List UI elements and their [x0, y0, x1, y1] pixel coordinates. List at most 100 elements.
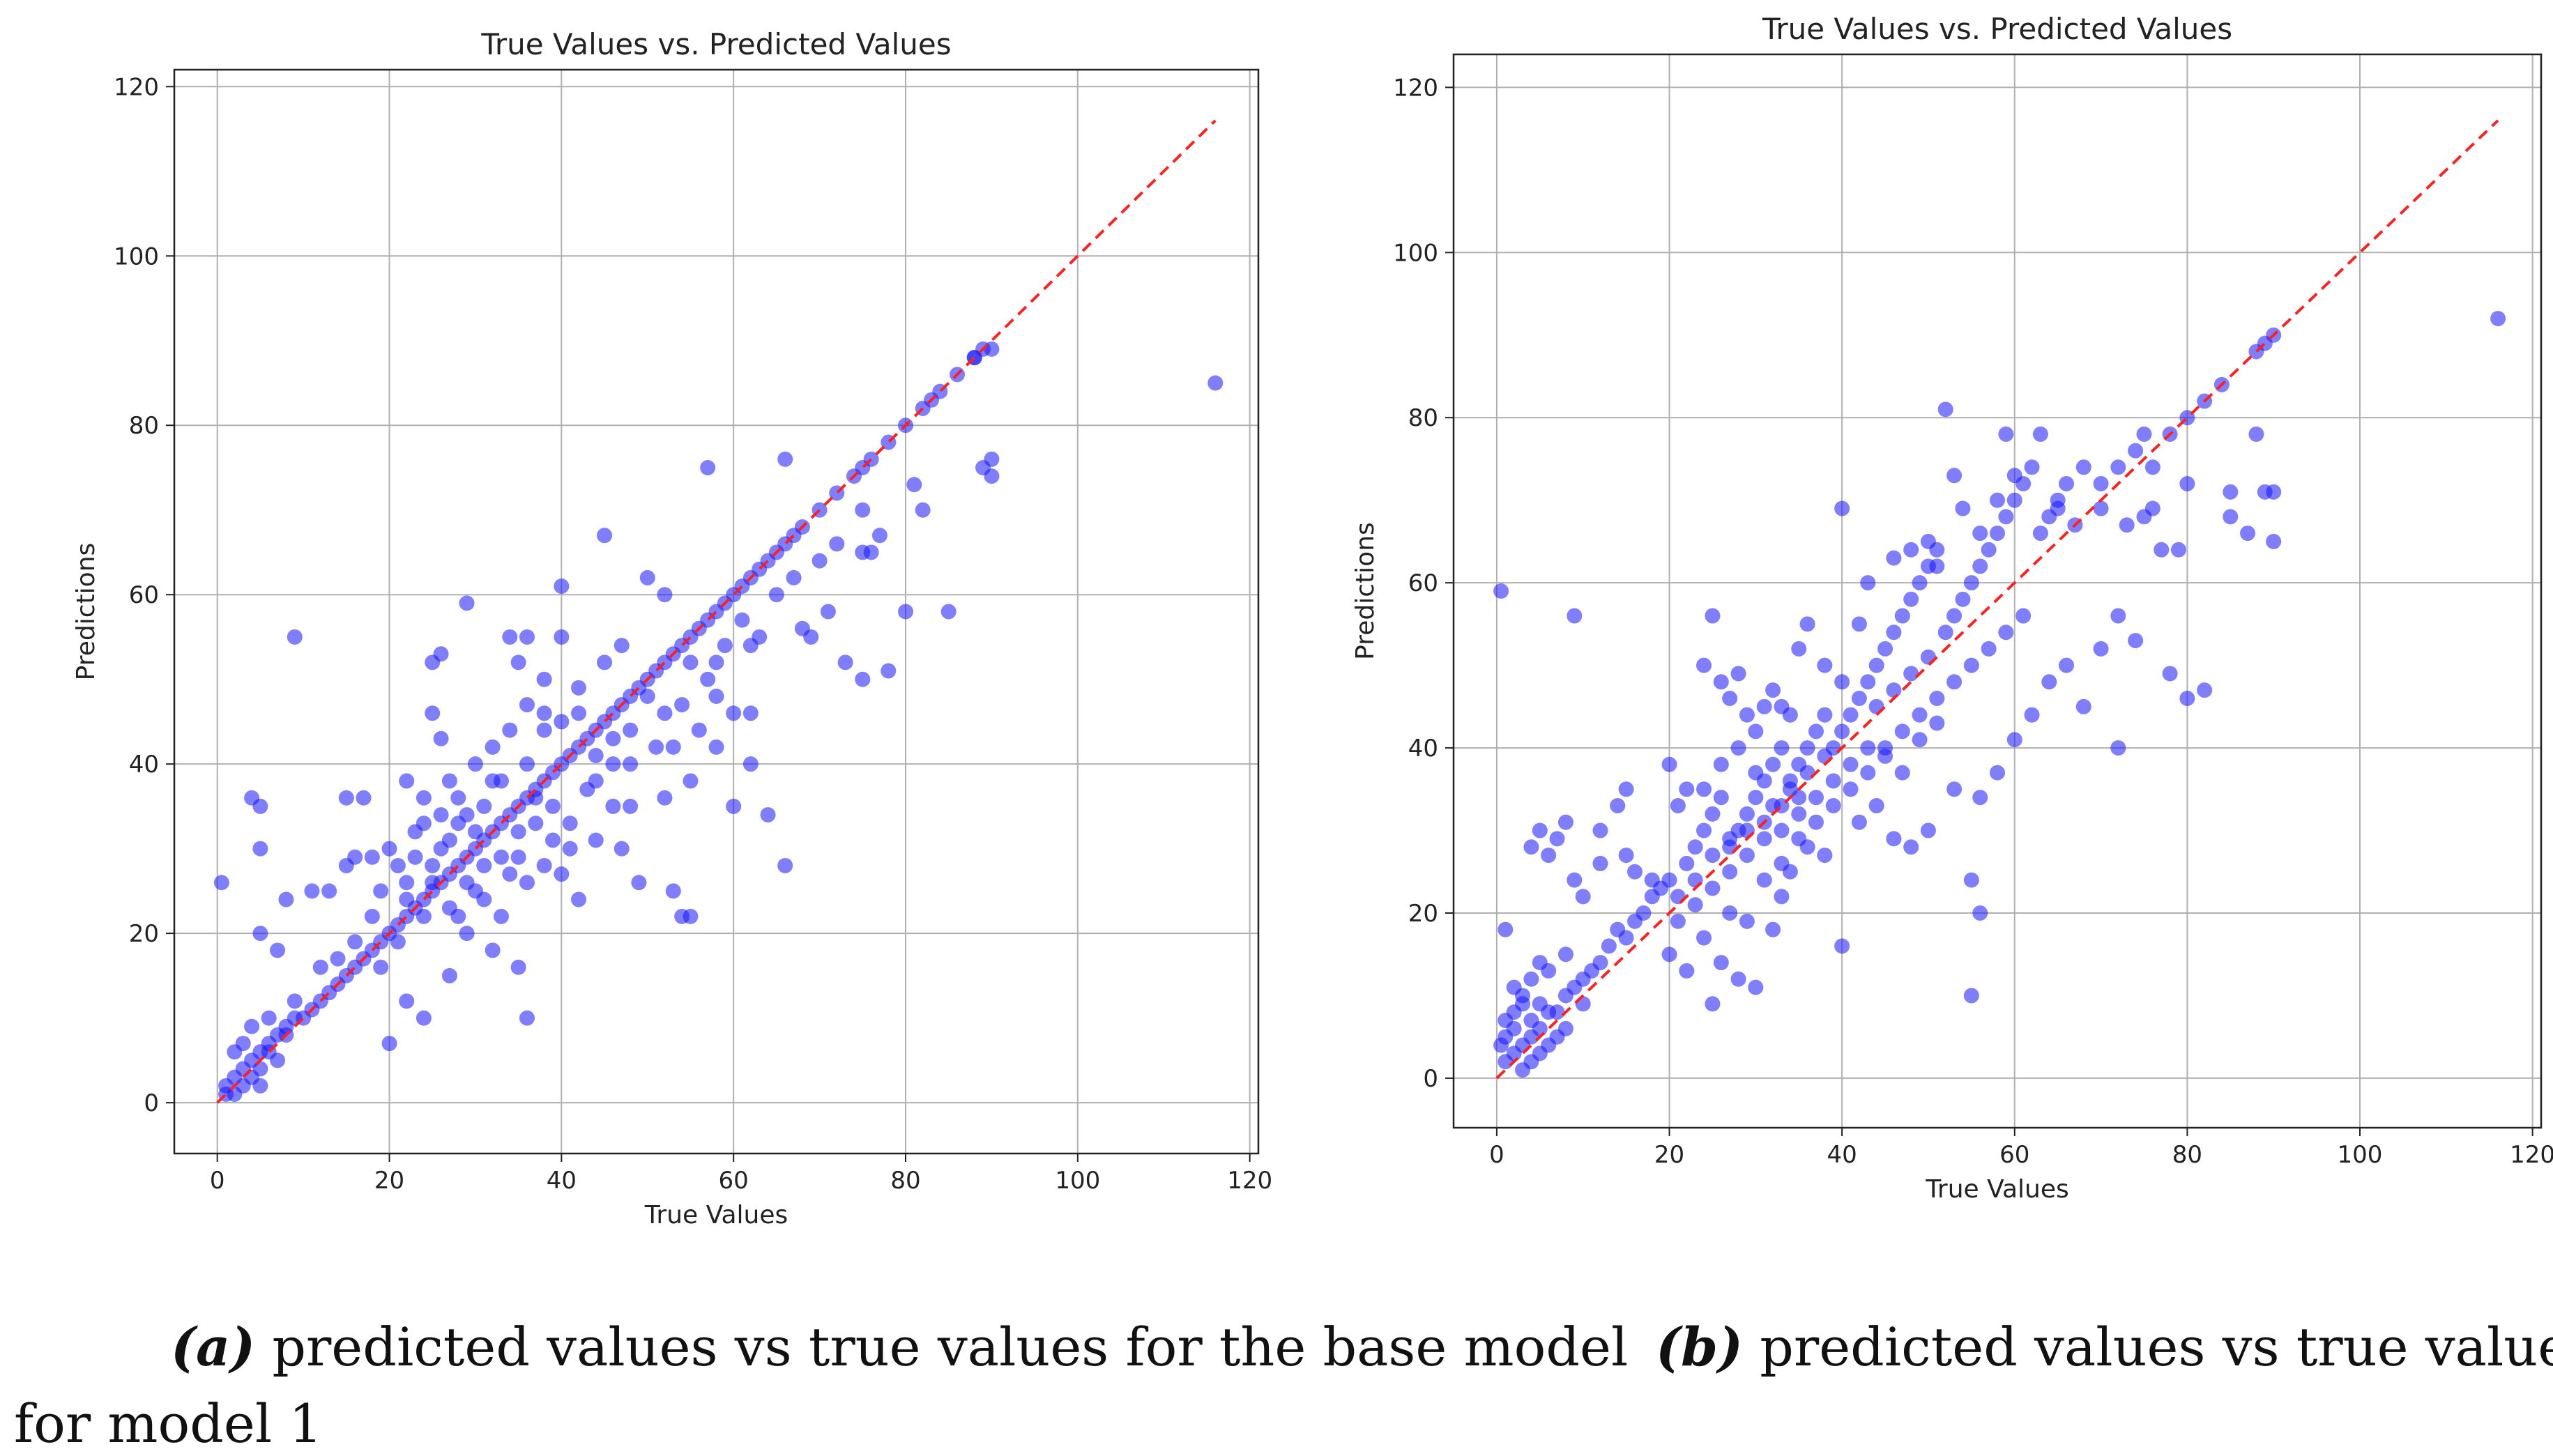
chart-b-point — [1774, 889, 1790, 905]
chart-b-point — [2041, 674, 2057, 690]
chart-a-point — [425, 857, 441, 873]
chart-b-point — [1860, 674, 1876, 690]
chart-b-point — [1877, 748, 1893, 764]
chart-a-point — [777, 857, 793, 873]
chart-b-point — [1912, 732, 1928, 748]
chart-b-point — [1886, 831, 1902, 847]
chart-a-point — [648, 739, 664, 755]
chart-b-point — [2075, 459, 2091, 475]
chart-b-point — [1894, 723, 1910, 740]
chart-b-point — [1774, 740, 1790, 756]
chart-b-point — [1730, 971, 1746, 987]
chart-a-xtick-label: 0 — [210, 1167, 225, 1195]
caption-a-text: predicted values vs true values for the … — [255, 1316, 1629, 1378]
chart-a-point — [261, 1010, 277, 1026]
chart-b-point — [1920, 822, 1936, 838]
chart-a-point — [597, 654, 613, 670]
chart-b-point — [1774, 822, 1790, 838]
chart-b-point — [2015, 608, 2032, 624]
chart-b-xtick-label: 100 — [2338, 1141, 2383, 1169]
chart-b-point — [1705, 608, 1721, 624]
chart-a-point — [683, 773, 699, 789]
chart-b-point — [1808, 814, 1824, 830]
chart-a-point — [708, 688, 724, 704]
chart-b-point — [1843, 781, 1859, 797]
chart-a-point — [441, 773, 457, 789]
chart-a-point — [863, 544, 879, 560]
chart-a-point — [700, 671, 716, 687]
chart-b-point — [2119, 517, 2135, 533]
chart-a-point — [450, 790, 466, 806]
chart-a-point — [984, 341, 1000, 357]
chart-b-point — [1557, 947, 1573, 963]
chart-b-point — [1661, 947, 1677, 963]
chart-a-point — [915, 502, 931, 518]
chart-a-point — [554, 866, 570, 882]
chart-a-ytick-label: 0 — [144, 1089, 159, 1117]
chart-b-point — [2093, 476, 2109, 491]
chart-b-point — [1713, 756, 1729, 772]
chart-a-point — [519, 1010, 535, 1026]
chart-a-point — [416, 908, 432, 924]
chart-a-point — [312, 959, 328, 975]
chart-b-point — [1765, 756, 1781, 772]
chart-b-point — [1532, 822, 1548, 838]
chart-b-point — [2110, 608, 2126, 624]
chart-b-point — [1843, 707, 1859, 723]
chart-a-point — [528, 815, 544, 832]
chart-b-point — [1493, 583, 1509, 599]
chart-b-point — [2136, 426, 2152, 442]
chart-b-point — [2144, 459, 2160, 475]
chart-b-point — [1722, 905, 1738, 921]
chart-a-point — [356, 790, 372, 806]
chart-a-point — [252, 1078, 268, 1094]
chart-b-point — [2024, 707, 2040, 723]
chart-b-point — [2128, 443, 2144, 459]
chart-a-point — [726, 798, 742, 814]
caption-a: (a) predicted values vs true values for … — [171, 1321, 1628, 1374]
chart-b-ytick-label: 100 — [1393, 239, 1438, 267]
chart-b-point — [1497, 1013, 1514, 1028]
chart-a-point — [657, 587, 673, 603]
chart-b-point — [2006, 468, 2022, 484]
chart-b-point — [1748, 790, 1764, 806]
chart-a-point — [605, 756, 621, 772]
chart-b-point — [1886, 682, 1902, 698]
chart-a-point — [760, 807, 776, 823]
chart-b-xtick-label: 120 — [2510, 1141, 2553, 1169]
chart-a-point — [855, 502, 871, 518]
chart-b-point — [2223, 509, 2239, 525]
chart-a-point — [519, 756, 535, 772]
chart-a-point — [459, 595, 475, 611]
chart-a-point — [441, 832, 457, 848]
chart-a-ylabel: Predictions — [72, 543, 100, 681]
chart-b-point — [1687, 839, 1703, 855]
chart-b-point — [1661, 872, 1677, 888]
chart-b-point — [1868, 698, 1884, 714]
chart-b-point — [1730, 666, 1746, 682]
chart-a-point — [433, 807, 449, 823]
chart-b-point — [1998, 426, 2014, 442]
chart-b-point — [1834, 674, 1850, 690]
chart-b-point — [2490, 311, 2506, 327]
chart-b-point — [1592, 822, 1608, 838]
chart-b-ylabel: Predictions — [1351, 522, 1380, 660]
chart-a-point — [940, 604, 957, 620]
chart-b-point — [1808, 790, 1824, 806]
chart-a-point — [597, 528, 613, 544]
chart-a-point — [390, 857, 406, 873]
chart-a-point — [381, 1036, 397, 1052]
chart-b-xtick-label: 20 — [1654, 1141, 1684, 1169]
chart-a-point — [252, 926, 268, 942]
chart-a-point — [657, 790, 673, 806]
chart-b-point — [1713, 955, 1729, 971]
chart-a-reference-line — [216, 119, 1217, 1104]
chart-a-xtick-label: 20 — [374, 1167, 404, 1195]
chart-a-point — [837, 654, 853, 670]
chart-a-ytick-label: 20 — [129, 920, 159, 948]
chart-a-point — [450, 908, 466, 924]
chart-b-point — [1567, 872, 1583, 888]
chart-b-point — [1808, 723, 1824, 740]
chart-a-point — [545, 832, 561, 848]
chart-a-point — [742, 705, 759, 721]
